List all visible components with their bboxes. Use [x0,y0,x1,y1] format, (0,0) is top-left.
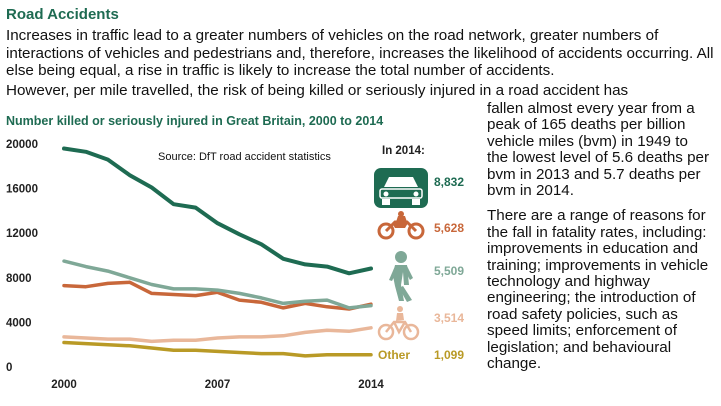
y-tick-label: 12000 [6,228,38,240]
chart-title: Number killed or seriously injured in Gr… [6,114,384,128]
x-axis: 2000 2007 2014 [51,379,384,391]
pedestrian-icon [389,251,413,302]
series-lines [62,146,373,358]
series-line-motorcycle [62,280,373,311]
value-motorcycle-2014: 5,628 [434,221,464,235]
value-car-2014: 8,832 [434,175,464,189]
series-line-car [62,146,373,276]
y-tick-label: 16000 [6,184,38,196]
y-axis: 0 4000 8000 12000 16000 20000 [6,139,38,374]
reasons-paragraph: There are a range of reasons for the fal… [487,207,709,373]
y-tick-label: 0 [6,362,12,374]
page-title: Road Accidents [6,6,119,23]
risk-paragraph-continued: fallen almost every year from a peak of … [487,100,710,200]
x-tick-label: 2007 [205,379,231,391]
y-tick-label: 8000 [6,273,32,285]
x-tick-label: 2000 [51,379,77,391]
motorcycle-icon [377,211,425,240]
annotation-in-2014: In 2014: [382,145,425,157]
risk-paragraph-start: However, per mile travelled, the risk of… [6,82,629,99]
series-line-other [62,340,373,358]
value-cyclist-2014: 3,514 [434,311,464,325]
y-tick-label: 4000 [6,317,32,329]
x-tick-label: 2014 [358,379,384,391]
y-tick-label: 20000 [6,139,38,151]
value-pedestrian-2014: 5,509 [434,264,464,278]
intro-paragraph: Increases in traffic lead to a greater n… [6,27,714,79]
series-line-cyclist [62,326,373,344]
value-other-2014: 1,099 [434,348,464,362]
right-column-text: fallen almost every year from a peak of … [487,100,713,382]
cyclist-icon [377,306,420,341]
source-note: Source: DfT road accident statistics [158,151,331,163]
series-line-pedestrian [62,259,373,310]
label-other: Other [378,348,410,362]
car-icon [374,168,428,208]
